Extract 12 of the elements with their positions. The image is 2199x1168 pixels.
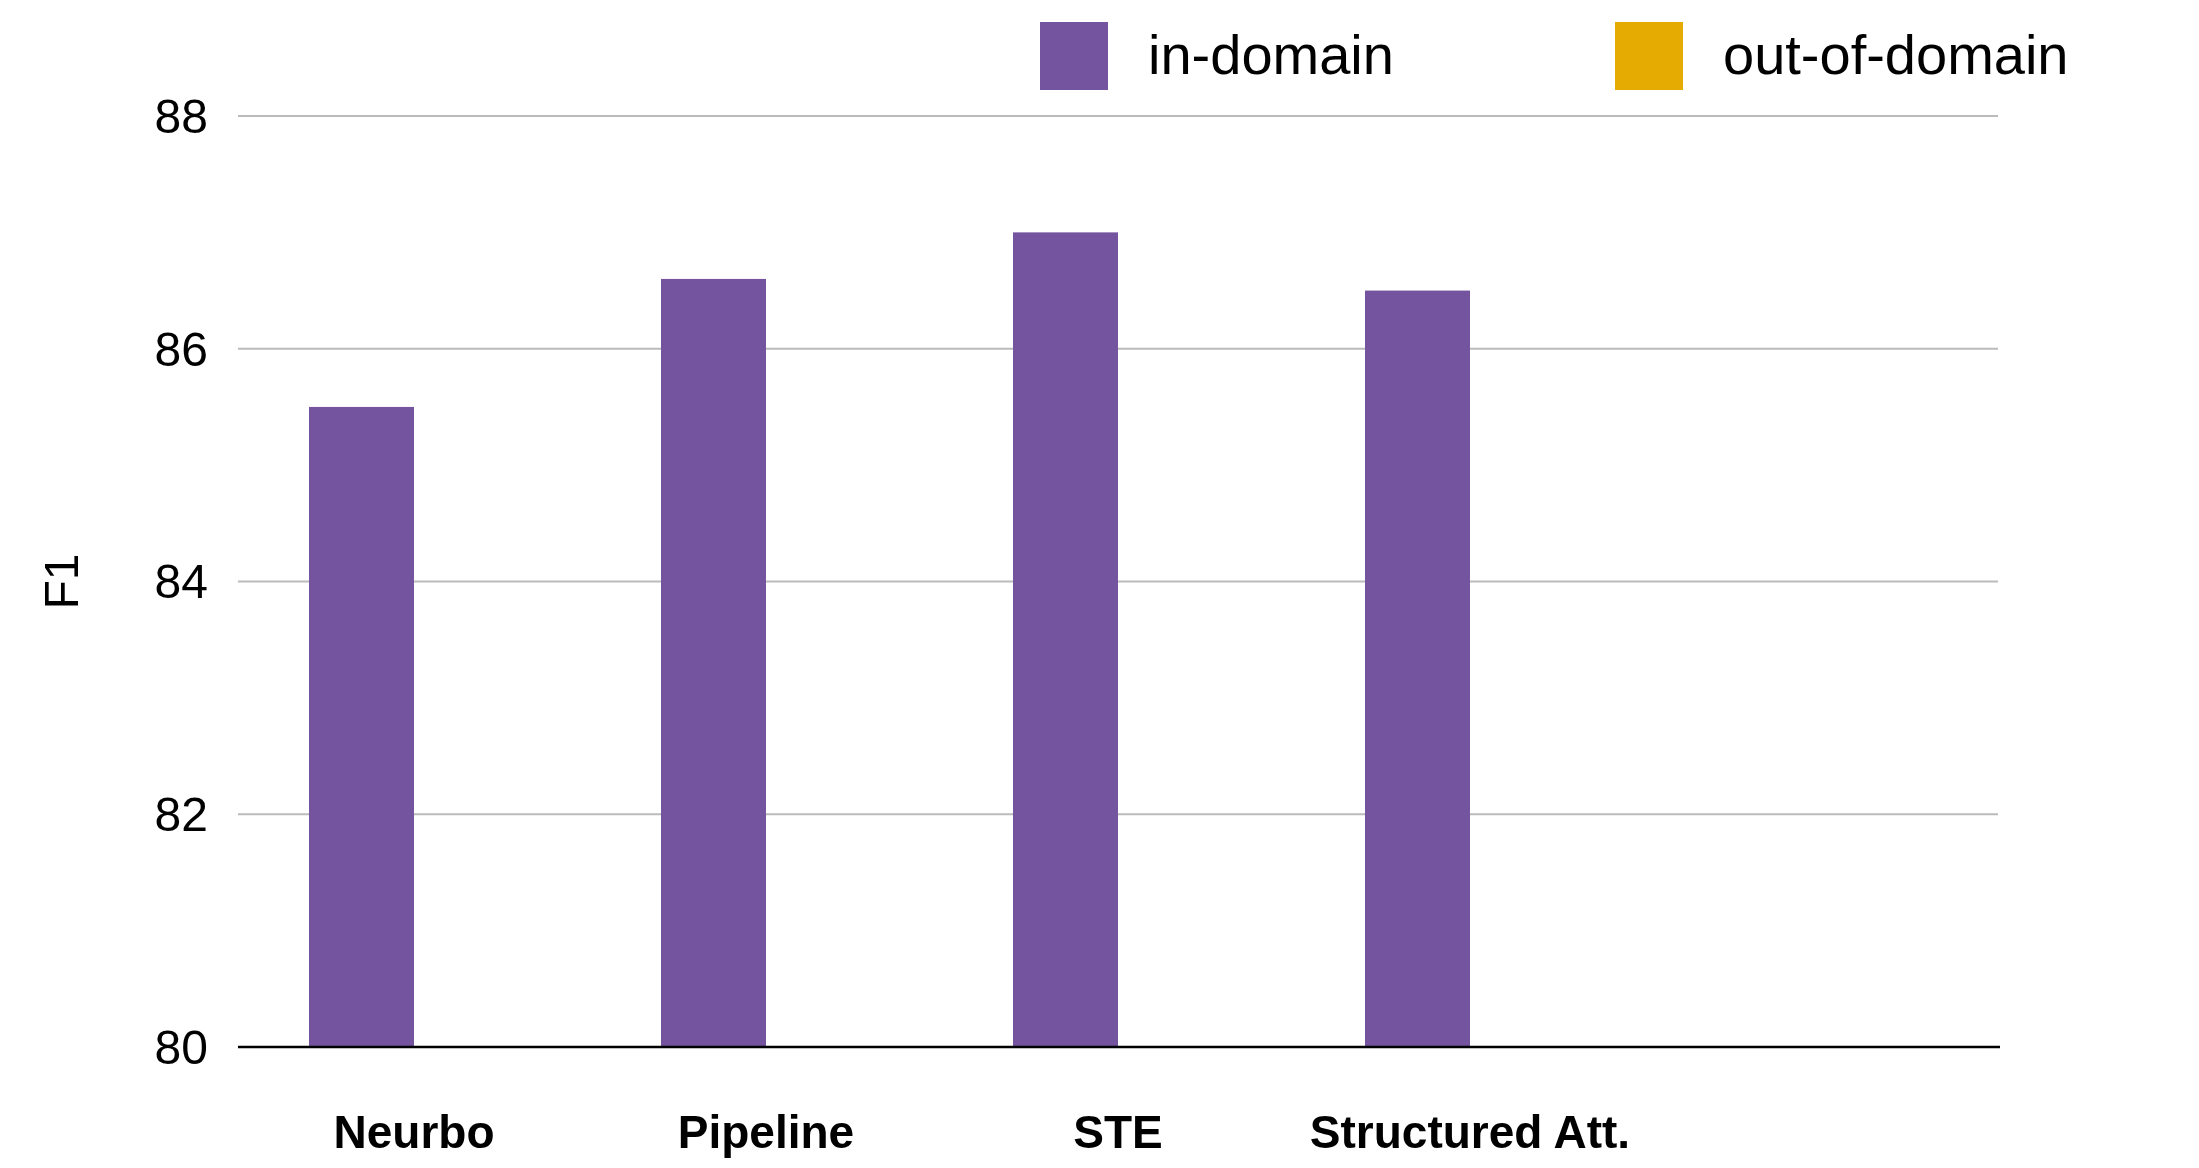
- y-tick-label: 86: [154, 322, 208, 376]
- legend-label: in-domain: [1148, 23, 1394, 86]
- x-tick-label: Neurbo: [333, 1106, 495, 1158]
- x-tick-label: Pipeline: [677, 1106, 855, 1158]
- y-tick-label: 88: [154, 89, 208, 143]
- y-tick-label: 82: [154, 788, 208, 842]
- legend-label: out-of-domain: [1723, 23, 2069, 86]
- y-tick-label: 80: [154, 1020, 208, 1074]
- x-tick-label: STE: [1073, 1106, 1163, 1158]
- y-tick-label: 84: [154, 555, 208, 609]
- x-tick-label: Structured Att.: [1309, 1106, 1631, 1158]
- y-axis-title: F1: [35, 553, 88, 610]
